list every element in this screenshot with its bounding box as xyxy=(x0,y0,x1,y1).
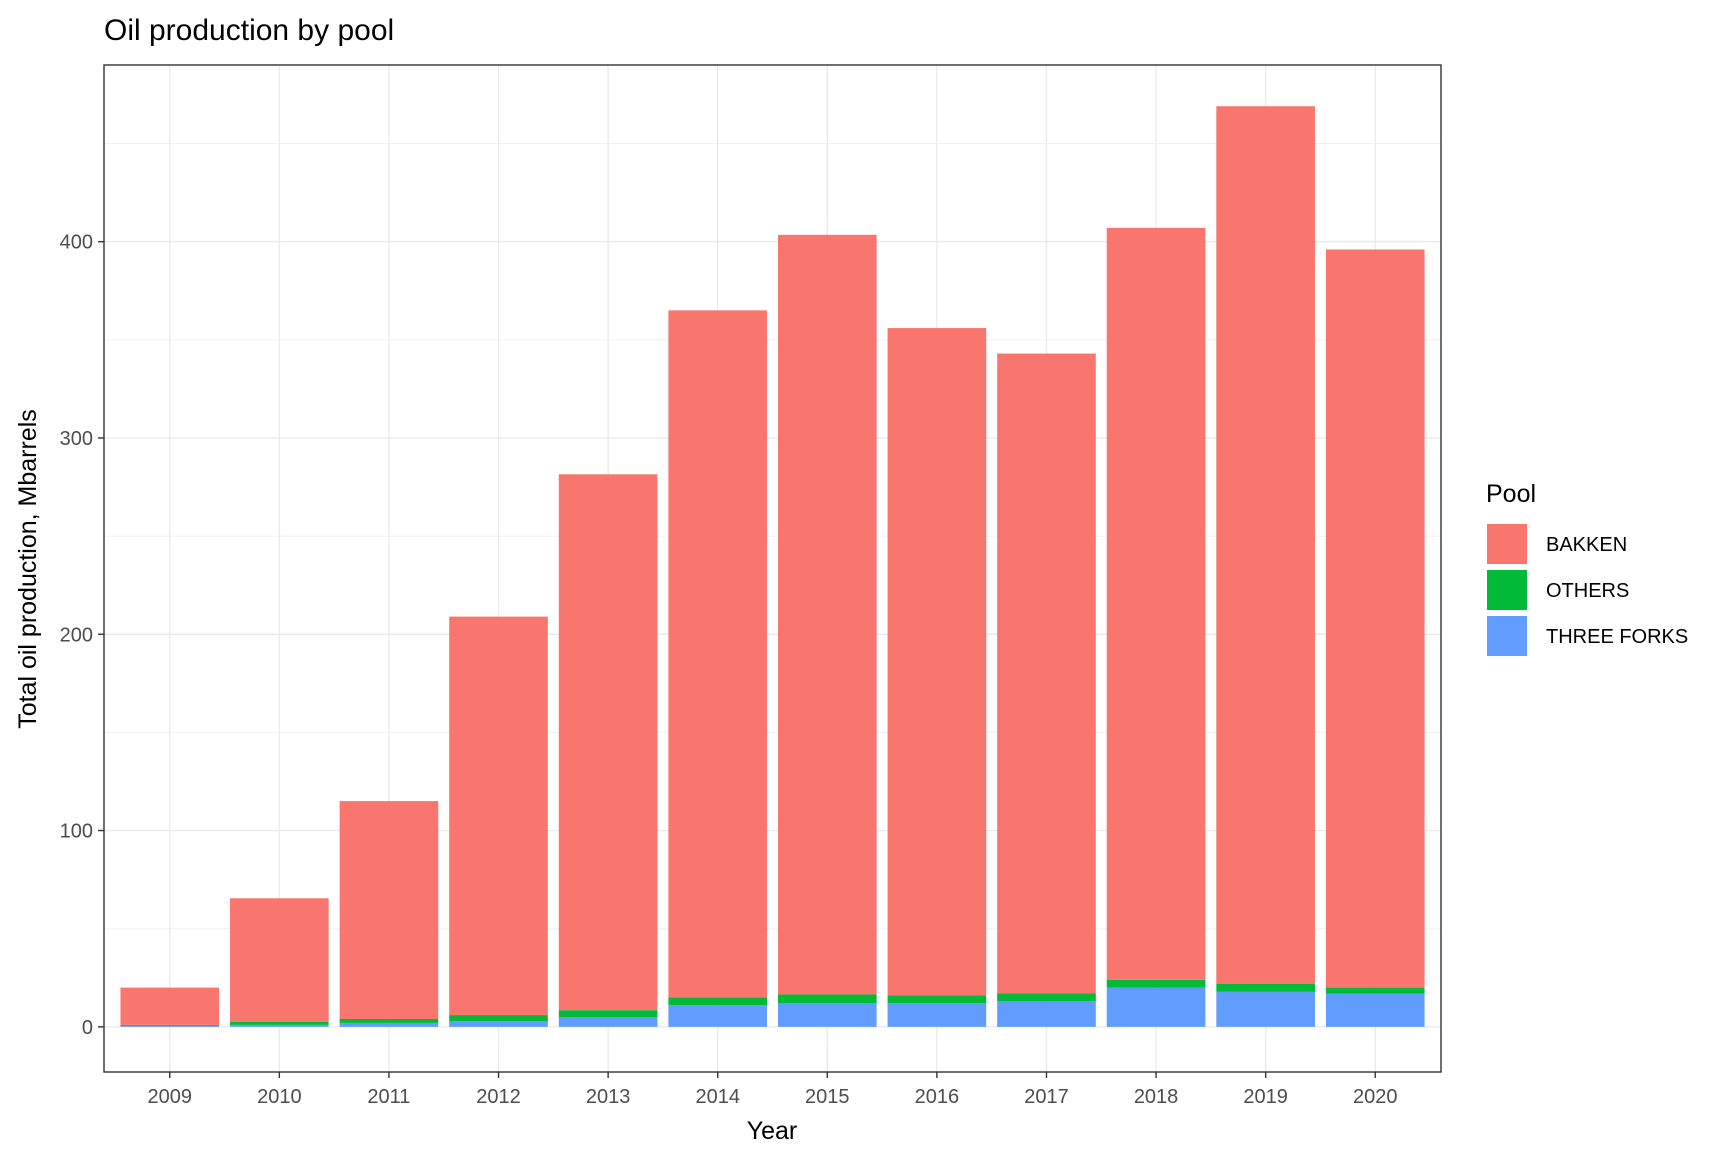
bar-bakken-2015 xyxy=(777,234,877,995)
legend: Pool BAKKEN OTHERS THREE FORKS xyxy=(1485,480,1688,658)
bar-three-forks-2019 xyxy=(1216,991,1315,1027)
x-tick-label: 2015 xyxy=(805,1086,850,1108)
y-axis: 0 100 200 300 400 xyxy=(60,232,104,1039)
bar-bakken-2010 xyxy=(230,898,329,1022)
plot-area xyxy=(103,64,1442,1073)
bar-three-forks-2011 xyxy=(339,1022,439,1027)
plot-border xyxy=(103,64,1442,1073)
bar-three-forks-2017 xyxy=(997,1001,1096,1027)
bar-bakken-2018 xyxy=(1106,227,1206,980)
bar-three-forks-2012 xyxy=(449,1020,548,1027)
x-tick-label: 2016 xyxy=(915,1086,960,1108)
x-tick-label: 2011 xyxy=(367,1086,410,1108)
y-tick-label: 300 xyxy=(60,428,93,450)
x-axis: 2009 2010 2011 2012 2013 2014 2015 2016 2017 2018… xyxy=(148,1072,1398,1108)
bar-others-2017 xyxy=(997,993,1096,1002)
bar-bakken-2009 xyxy=(120,987,220,1025)
bar-others-2018 xyxy=(1106,979,1206,988)
x-axis-title: Year xyxy=(747,1117,798,1145)
y-tick-label: 0 xyxy=(82,1017,93,1039)
bar-bakken-2017 xyxy=(997,353,1096,994)
bar-bakken-2019 xyxy=(1216,106,1315,984)
y-tick-label: 400 xyxy=(60,232,93,254)
bar-bakken-2012 xyxy=(449,616,548,1016)
bar-others-2016 xyxy=(887,995,987,1004)
x-tick-label: 2010 xyxy=(257,1086,302,1108)
bar-bakken-2020 xyxy=(1325,249,1425,988)
y-axis-title: Total oil production, Mbarrels xyxy=(14,409,42,729)
bar-three-forks-2010 xyxy=(230,1024,329,1027)
legend-label-others: OTHERS xyxy=(1546,580,1629,602)
bar-three-forks-2016 xyxy=(887,1003,987,1027)
x-tick-label: 2013 xyxy=(586,1086,631,1108)
bar-others-2010 xyxy=(230,1021,329,1025)
bar-bakken-2013 xyxy=(558,474,658,1011)
bars xyxy=(120,106,1425,1027)
bar-others-2012 xyxy=(449,1015,548,1021)
bar-others-2019 xyxy=(1216,983,1315,992)
y-tick-label: 200 xyxy=(60,624,93,646)
legend-label-three-forks: THREE FORKS xyxy=(1546,626,1688,648)
x-tick-label: 2018 xyxy=(1134,1086,1179,1108)
bar-three-forks-2013 xyxy=(558,1017,658,1027)
bar-others-2009 xyxy=(120,1024,220,1026)
bar-three-forks-2015 xyxy=(777,1003,877,1027)
bar-three-forks-2009 xyxy=(120,1025,220,1027)
y-tick-label: 100 xyxy=(60,821,93,843)
bar-bakken-2011 xyxy=(339,801,439,1019)
legend-key-others xyxy=(1485,568,1529,612)
bar-others-2011 xyxy=(339,1019,439,1023)
bar-three-forks-2020 xyxy=(1325,993,1425,1027)
bar-others-2013 xyxy=(558,1010,658,1018)
bar-bakken-2016 xyxy=(887,328,987,996)
legend-key-bakken xyxy=(1485,522,1529,566)
x-tick-label: 2020 xyxy=(1353,1086,1398,1108)
legend-title: Pool xyxy=(1486,480,1536,508)
x-tick-label: 2014 xyxy=(695,1086,740,1108)
bar-others-2014 xyxy=(668,997,768,1006)
bar-three-forks-2014 xyxy=(668,1005,768,1027)
bar-others-2020 xyxy=(1325,987,1425,994)
x-tick-label: 2009 xyxy=(148,1086,193,1108)
legend-key-three-forks xyxy=(1485,614,1529,658)
x-tick-label: 2012 xyxy=(476,1086,521,1108)
x-tick-label: 2017 xyxy=(1024,1086,1069,1108)
x-tick-label: 2019 xyxy=(1243,1086,1288,1108)
bar-others-2015 xyxy=(777,994,877,1004)
chart-title: Oil production by pool xyxy=(104,14,394,47)
bar-three-forks-2018 xyxy=(1106,987,1206,1027)
legend-label-bakken: BAKKEN xyxy=(1546,534,1627,556)
bar-bakken-2014 xyxy=(668,310,768,998)
